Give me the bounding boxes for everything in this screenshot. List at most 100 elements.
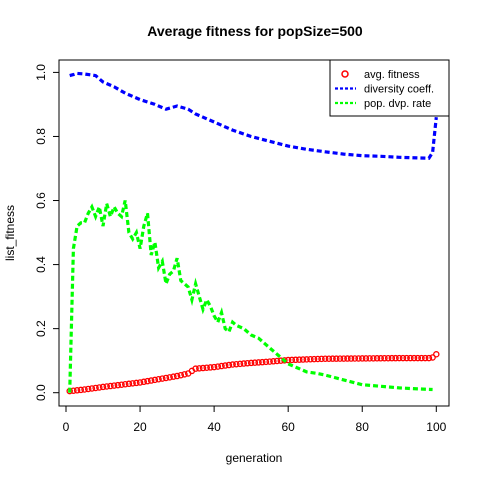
data-point: [207, 364, 214, 371]
data-point: [114, 381, 122, 389]
series-line-pop-dvp-rate: [68, 200, 433, 393]
data-point: [129, 380, 136, 387]
data-point: [225, 361, 233, 369]
y-tick-label: 0.6: [34, 192, 48, 209]
data-point: [296, 356, 303, 363]
data-point: [270, 358, 277, 365]
data-point: [110, 382, 118, 389]
data-point: [421, 354, 429, 362]
data-point: [303, 356, 310, 363]
data-point: [136, 379, 144, 386]
data-point: [210, 363, 218, 371]
data-point: [214, 363, 222, 370]
data-point: [251, 359, 259, 366]
legend-swatch: [341, 70, 349, 78]
data-point: [96, 384, 103, 391]
y-tick-label: 0.4: [34, 256, 48, 273]
chart-title: Average fitness for popSize=500: [147, 23, 363, 39]
data-point: [355, 355, 362, 362]
data-point: [173, 372, 181, 380]
data-point: [392, 354, 399, 362]
data-point: [403, 354, 410, 362]
data-point: [384, 354, 392, 362]
data-point: [103, 383, 110, 390]
y-axis-label: list_fitness: [3, 205, 17, 261]
x-tick-label: 20: [133, 420, 147, 434]
data-point: [347, 355, 355, 362]
data-point: [151, 376, 159, 384]
data-point: [203, 364, 210, 371]
data-point: [377, 355, 385, 362]
data-point: [192, 365, 199, 372]
data-point: [321, 355, 329, 362]
x-tick-label: 60: [281, 420, 295, 434]
data-point: [247, 359, 255, 367]
data-point: [81, 386, 88, 393]
x-tick-label: 100: [426, 420, 446, 434]
data-point: [358, 355, 366, 362]
legend-label: avg. fitness: [364, 69, 420, 81]
legend: avg. fitness diversity coeff. pop. dvp. ra…: [329, 59, 450, 117]
data-point: [307, 356, 314, 363]
data-point: [240, 360, 247, 367]
data-point: [259, 358, 266, 366]
data-point: [218, 362, 225, 370]
data-point: [336, 355, 344, 362]
data-point: [144, 377, 151, 385]
data-point: [325, 355, 333, 362]
x-tick-label: 40: [207, 420, 221, 434]
x-tick-label: 0: [63, 420, 70, 434]
data-point: [181, 371, 188, 378]
x-axis: 0 20 40 60 80 100: [63, 405, 447, 434]
y-tick-label: 0.8: [34, 128, 48, 145]
data-point: [362, 355, 370, 362]
data-point: [233, 360, 240, 368]
data-point: [133, 379, 140, 387]
data-point: [373, 355, 381, 362]
data-point: [388, 354, 396, 362]
data-point: [229, 361, 236, 368]
data-point: [121, 380, 129, 388]
data-point: [318, 355, 325, 363]
data-point: [333, 355, 340, 362]
data-point: [159, 375, 166, 382]
data-point: [199, 364, 207, 372]
data-point: [418, 354, 425, 362]
data-point: [140, 378, 148, 386]
series-line-diversity-coeff: [69, 71, 438, 160]
legend-box: [329, 59, 450, 117]
legend-label: pop. dvp. rate: [364, 98, 431, 110]
data-point: [433, 351, 440, 358]
data-point: [125, 380, 133, 388]
data-point: [118, 381, 125, 388]
data-point: [84, 385, 92, 393]
data-point: [99, 383, 107, 391]
data-point: [166, 374, 173, 381]
data-point: [414, 354, 422, 362]
x-tick-label: 80: [356, 420, 370, 434]
data-point: [147, 377, 155, 384]
data-point: [351, 355, 359, 362]
data-point: [273, 357, 281, 365]
data-point: [77, 386, 85, 394]
y-axis: 0.0 0.2 0.4 0.6 0.8 1.0: [34, 64, 60, 401]
data-point: [310, 355, 318, 363]
data-point: [399, 354, 407, 362]
data-point: [170, 373, 177, 380]
data-point: [344, 355, 351, 362]
data-point: [155, 375, 162, 383]
y-tick-label: 1.0: [34, 64, 48, 81]
x-axis-label: generation: [226, 451, 283, 465]
data-point: [425, 354, 433, 362]
data-point: [407, 354, 414, 362]
data-point: [177, 371, 185, 379]
data-point: [429, 354, 436, 361]
data-point: [73, 387, 81, 394]
data-point: [162, 374, 170, 382]
data-point: [244, 359, 251, 367]
data-point: [329, 355, 336, 362]
data-point: [262, 358, 270, 366]
legend-label: diversity coeff.: [364, 84, 434, 96]
data-point: [255, 359, 262, 366]
